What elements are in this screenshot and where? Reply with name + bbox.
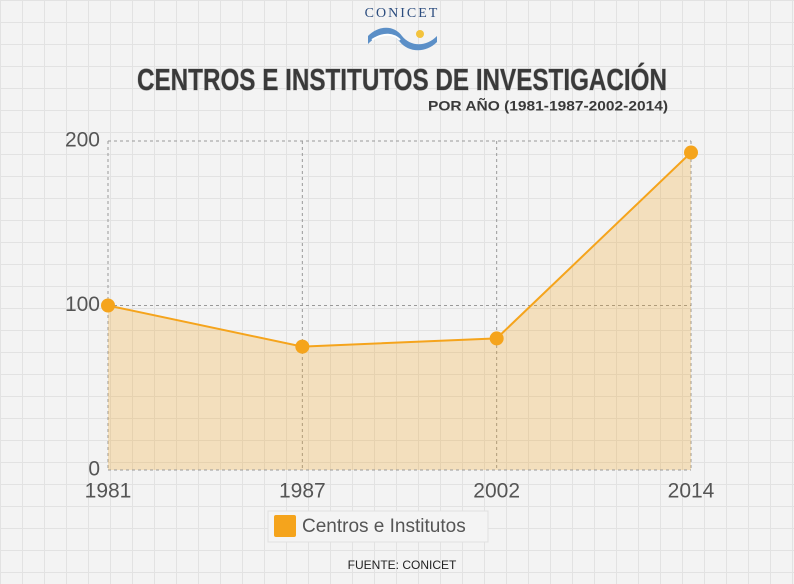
area — [108, 152, 691, 470]
x-tick-label: 2002 — [473, 480, 520, 503]
x-tick-label: 1987 — [279, 480, 326, 503]
y-tick-label: 100 — [65, 293, 100, 316]
legend-box — [267, 510, 489, 543]
point — [295, 339, 310, 354]
line — [107, 151, 692, 348]
chart-subtitle: POR AÑO (1981-1987-2002-2014) — [428, 97, 668, 114]
legend-swatch — [274, 515, 296, 537]
logo-text: CONICET — [365, 6, 440, 21]
x-tick-label: 1981 — [85, 480, 132, 503]
y-tick-label: 200 — [65, 129, 100, 152]
logo-wave — [368, 27, 437, 51]
legend-label: Centros e Institutos — [302, 516, 466, 537]
x-tick-label: 2014 — [668, 480, 715, 503]
point — [684, 145, 698, 160]
point — [101, 298, 115, 313]
chart-title: CENTROS E INSTITUTOS DE INVESTIGACIÓN — [137, 61, 667, 97]
point — [489, 331, 504, 346]
y-tick-label: 0 — [88, 458, 100, 481]
source: FUENTE: CONICET — [348, 558, 457, 572]
